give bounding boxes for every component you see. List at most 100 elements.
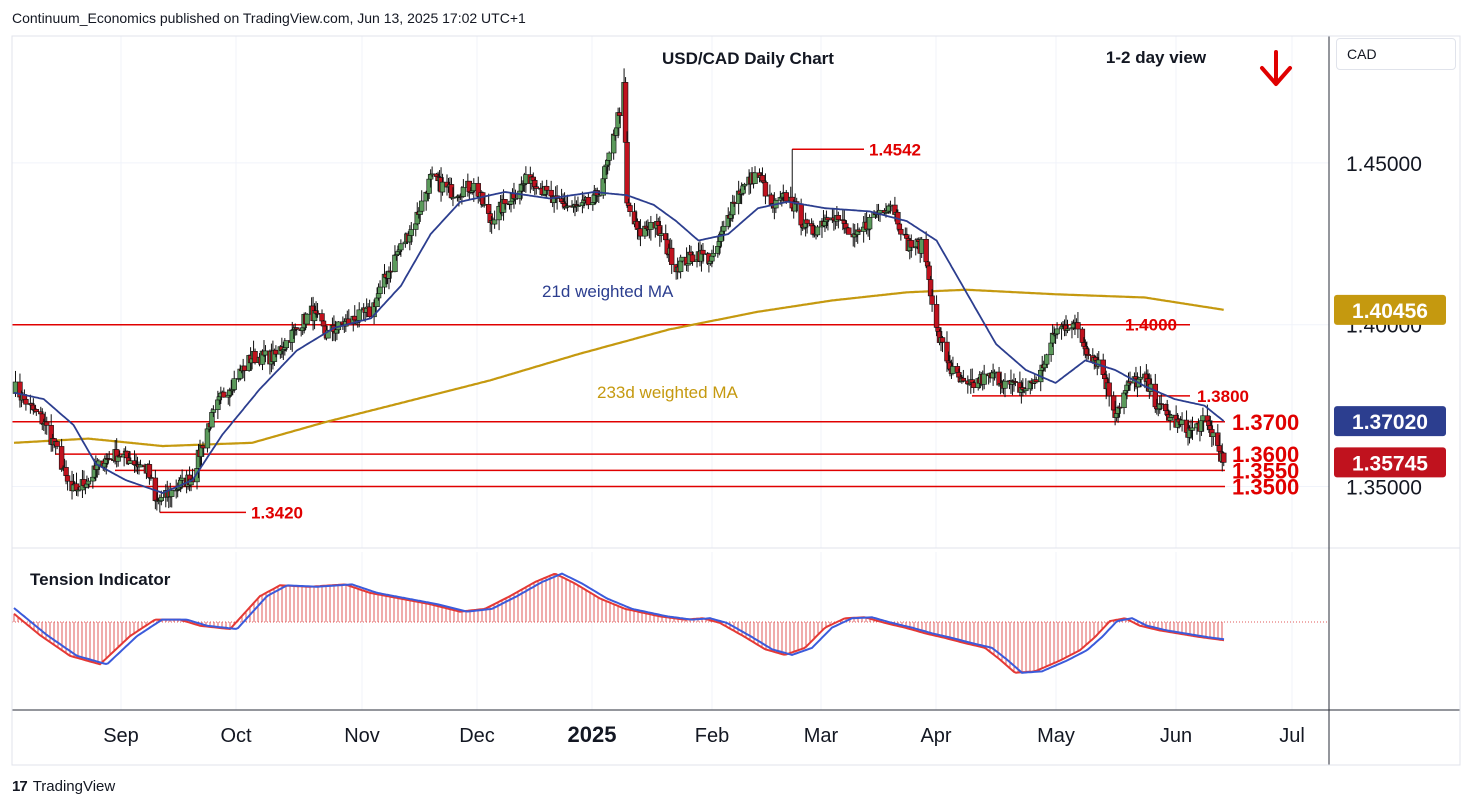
candle-down	[898, 228, 904, 235]
candle-up	[304, 313, 310, 325]
candle-down	[624, 142, 630, 204]
candle-down	[221, 391, 227, 398]
arrow-head	[1260, 66, 1292, 86]
candle-down	[1075, 322, 1081, 330]
time-tick-label: Jul	[1279, 725, 1305, 747]
candle-up	[658, 233, 664, 236]
candle-down	[762, 182, 769, 197]
candle-up	[1167, 417, 1173, 421]
candle-up	[169, 490, 175, 497]
candle-up	[679, 256, 685, 262]
candle-down	[1221, 452, 1227, 463]
candle-down	[759, 175, 766, 182]
candle-up	[1168, 414, 1175, 418]
price-tick-label: 1.45000	[1346, 153, 1422, 176]
candle-up	[75, 489, 81, 492]
level-label: 1.3800	[1197, 387, 1249, 406]
candle-down	[825, 217, 831, 221]
candle-up	[158, 497, 165, 501]
currency-selector[interactable]: CAD	[1336, 38, 1456, 70]
candle-up	[450, 196, 456, 199]
candle-down	[1216, 445, 1222, 452]
candle-up	[648, 222, 654, 230]
time-tick-label: May	[1037, 725, 1075, 747]
view-label: 1-2 day view	[1106, 48, 1207, 67]
candle-up	[575, 205, 581, 208]
candle-down	[1127, 381, 1133, 384]
candle-down	[668, 247, 675, 265]
level-label: 1.4000	[1125, 316, 1177, 335]
candle-down	[835, 215, 842, 220]
candle-down	[1085, 354, 1092, 356]
wma21-label: 21d weighted MA	[542, 282, 674, 301]
candle-up	[523, 174, 529, 184]
candle-down	[387, 270, 394, 273]
time-tick-label: Mar	[804, 725, 839, 747]
tension-slow-line	[13, 572, 1225, 674]
candle-up	[1002, 380, 1008, 389]
candle-down	[933, 304, 940, 328]
candle-down	[314, 312, 321, 315]
chart-title: USD/CAD Daily Chart	[662, 49, 834, 68]
candle-down	[352, 315, 358, 321]
price-tag-box	[1334, 406, 1446, 437]
time-tick-label: Jun	[1160, 725, 1192, 747]
candle-down	[689, 254, 696, 262]
time-tick-label: Apr	[920, 725, 951, 747]
price-tag-label: 1.35745	[1352, 452, 1428, 475]
candle-down	[923, 238, 929, 263]
candle-down	[585, 196, 592, 206]
candle-up	[887, 204, 894, 207]
candle-down	[627, 205, 633, 213]
candle-up	[814, 226, 821, 236]
high-label: 1.4542	[869, 140, 921, 159]
candle-up	[710, 253, 717, 257]
time-tick-label: Feb	[695, 725, 729, 747]
candle-down	[116, 455, 123, 458]
low-label: 1.3420	[251, 503, 303, 522]
level-label: 1.3550	[1232, 458, 1299, 483]
candle-down	[44, 421, 50, 426]
candle-up	[1064, 328, 1071, 331]
candle-down	[846, 227, 852, 235]
candle-down	[798, 203, 804, 226]
candle-up	[283, 340, 290, 348]
price-tag-label: 1.40456	[1352, 300, 1428, 323]
level-label: 1.3500	[1232, 475, 1299, 500]
candle-down	[1106, 382, 1112, 397]
price-tag-label: 1.37020	[1352, 411, 1428, 434]
candle-up	[398, 243, 404, 251]
candle-up	[991, 371, 998, 374]
candle-up	[564, 205, 571, 208]
candle-down	[1012, 381, 1019, 383]
candle-up	[127, 460, 133, 464]
candle-down	[544, 185, 550, 191]
candle-down	[502, 199, 508, 205]
candle-up	[677, 260, 684, 272]
candle-up	[429, 173, 435, 176]
candle-up	[1137, 376, 1144, 380]
candle-down	[23, 398, 29, 405]
time-tick-label: 2025	[568, 722, 617, 747]
candle-up	[460, 187, 467, 197]
candle-down	[273, 349, 279, 355]
candle-down	[241, 365, 248, 371]
candle-up	[752, 172, 758, 184]
candle-up	[512, 198, 519, 200]
time-tick-label: Sep	[103, 725, 139, 747]
candle-down	[319, 313, 325, 322]
price-tick-label: 1.35000	[1346, 477, 1422, 500]
candle-up	[325, 329, 331, 339]
publisher-line: Continuum_Economics published on Trading…	[12, 10, 526, 26]
candle-up	[471, 183, 477, 192]
candle-down	[731, 201, 737, 204]
candle-up	[262, 350, 269, 356]
wma21-line	[13, 191, 1225, 494]
candle-up	[606, 152, 612, 161]
tradingview-logo-icon: 17	[12, 778, 28, 795]
candle-up	[1189, 427, 1196, 431]
candle-up	[377, 286, 383, 294]
candle-down	[908, 240, 914, 248]
candle-down	[33, 409, 40, 413]
